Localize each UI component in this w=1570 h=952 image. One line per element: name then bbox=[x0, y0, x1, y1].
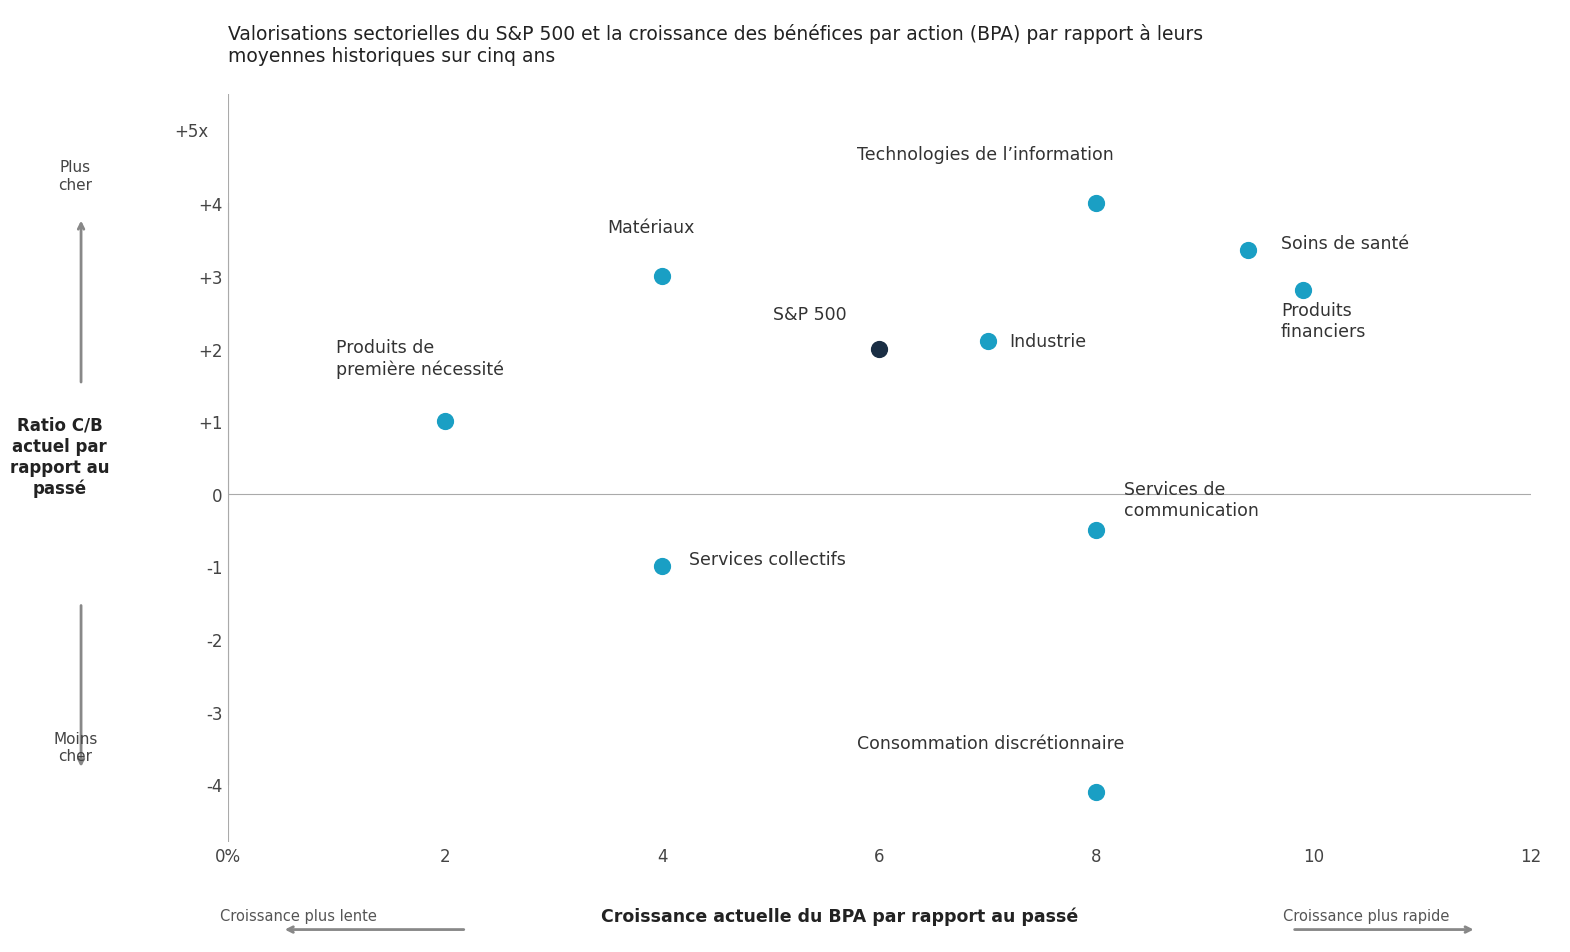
Point bbox=[867, 342, 892, 357]
Text: Consommation discrétionnaire: Consommation discrétionnaire bbox=[857, 734, 1124, 752]
Text: Matériaux: Matériaux bbox=[608, 219, 696, 237]
Text: S&P 500: S&P 500 bbox=[772, 306, 846, 324]
Text: Industrie: Industrie bbox=[1010, 333, 1086, 351]
Point bbox=[1291, 284, 1316, 299]
Point bbox=[650, 269, 675, 285]
Text: Services collectifs: Services collectifs bbox=[689, 550, 846, 568]
Text: Produits de
première nécessité: Produits de première nécessité bbox=[336, 339, 504, 378]
Point bbox=[975, 334, 1000, 349]
Point bbox=[650, 559, 675, 574]
Point bbox=[1083, 784, 1108, 800]
Point bbox=[1236, 244, 1261, 259]
Text: Croissance actuelle du BPA par rapport au passé: Croissance actuelle du BPA par rapport a… bbox=[601, 906, 1079, 925]
Point bbox=[432, 414, 457, 429]
Text: Croissance plus rapide: Croissance plus rapide bbox=[1283, 908, 1449, 923]
Text: Moins
cher: Moins cher bbox=[53, 731, 97, 764]
Text: +5x: +5x bbox=[174, 123, 209, 141]
Text: Ratio C/B
actuel par
rapport au
passé: Ratio C/B actuel par rapport au passé bbox=[9, 417, 110, 497]
Text: Croissance plus lente: Croissance plus lente bbox=[220, 908, 377, 923]
Text: Valorisations sectorielles du S&P 500 et la croissance des bénéfices par action : Valorisations sectorielles du S&P 500 et… bbox=[228, 24, 1203, 66]
Text: Soins de santé: Soins de santé bbox=[1281, 235, 1410, 253]
Text: Technologies de l’information: Technologies de l’information bbox=[857, 147, 1115, 164]
Point bbox=[1083, 196, 1108, 211]
Point bbox=[1083, 523, 1108, 538]
Text: Plus
cher: Plus cher bbox=[58, 160, 93, 192]
Text: Services de
communication: Services de communication bbox=[1124, 481, 1259, 520]
Text: Produits
financiers: Produits financiers bbox=[1281, 302, 1366, 341]
